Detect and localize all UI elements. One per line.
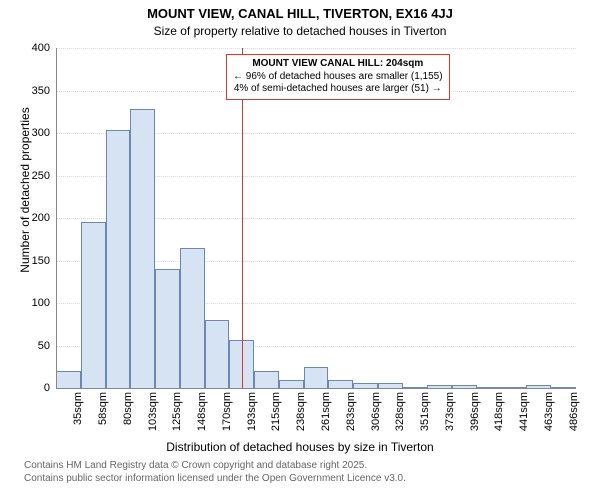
x-tick-label: 351sqm — [419, 392, 431, 431]
y-tick-label: 400 — [32, 42, 50, 54]
attribution: Contains HM Land Registry data © Crown c… — [24, 460, 406, 485]
x-tick-label: 125sqm — [171, 392, 183, 431]
chart-title-line2: Size of property relative to detached ho… — [0, 24, 600, 38]
bar — [155, 269, 180, 388]
x-tick-label: 328sqm — [394, 392, 406, 431]
y-tick-label: 150 — [32, 255, 50, 267]
x-tick-label: 215sqm — [270, 392, 282, 431]
y-tick-label: 350 — [32, 85, 50, 97]
gridline — [56, 48, 576, 49]
y-tick-label: 0 — [44, 382, 50, 394]
annotation-line: 4% of semi-detached houses are larger (5… — [233, 83, 443, 96]
x-tick-label: 148sqm — [196, 392, 208, 431]
y-tick-label: 50 — [38, 340, 50, 352]
y-tick-label: 300 — [32, 127, 50, 139]
bar — [304, 367, 329, 388]
x-tick-label: 418sqm — [493, 392, 505, 431]
bar — [180, 248, 205, 388]
x-tick-label: 441sqm — [518, 392, 530, 431]
axis-left — [56, 48, 57, 388]
plot-area: MOUNT VIEW CANAL HILL: 204sqm← 96% of de… — [56, 48, 576, 388]
bar — [328, 380, 353, 389]
x-tick-label: 486sqm — [568, 392, 580, 431]
x-tick-label: 396sqm — [469, 392, 481, 431]
x-tick-label: 35sqm — [72, 392, 84, 425]
marker-annotation: MOUNT VIEW CANAL HILL: 204sqm← 96% of de… — [226, 54, 450, 100]
x-tick-label: 463sqm — [543, 392, 555, 431]
chart-title-line1: MOUNT VIEW, CANAL HILL, TIVERTON, EX16 4… — [0, 6, 600, 21]
annotation-line: MOUNT VIEW CANAL HILL: 204sqm — [233, 58, 443, 71]
attribution-line1: Contains HM Land Registry data © Crown c… — [24, 460, 406, 473]
bar — [279, 380, 304, 389]
x-tick-label: 306sqm — [370, 392, 382, 431]
axis-bottom — [56, 388, 576, 389]
x-tick-label: 80sqm — [122, 392, 134, 425]
attribution-line2: Contains public sector information licen… — [24, 473, 406, 486]
x-tick-label: 58sqm — [97, 392, 109, 425]
bar — [254, 371, 279, 388]
y-axis-label: Number of detached properties — [18, 40, 32, 340]
bar — [130, 109, 155, 388]
y-tick-label: 250 — [32, 170, 50, 182]
x-tick-label: 170sqm — [221, 392, 233, 431]
y-tick-label: 200 — [32, 212, 50, 224]
y-tick-label: 100 — [32, 297, 50, 309]
x-tick-label: 283sqm — [345, 392, 357, 431]
bar — [106, 130, 131, 388]
x-axis-label: Distribution of detached houses by size … — [0, 440, 600, 454]
annotation-line: ← 96% of detached houses are smaller (1,… — [233, 71, 443, 84]
x-tick-label: 261sqm — [320, 392, 332, 431]
x-tick-label: 103sqm — [147, 392, 159, 431]
x-tick-label: 193sqm — [246, 392, 258, 431]
chart-container: MOUNT VIEW, CANAL HILL, TIVERTON, EX16 4… — [0, 0, 600, 500]
x-tick-label: 238sqm — [295, 392, 307, 431]
bar — [81, 222, 106, 388]
x-tick-label: 373sqm — [444, 392, 456, 431]
bar — [56, 371, 81, 388]
bar — [205, 320, 230, 388]
